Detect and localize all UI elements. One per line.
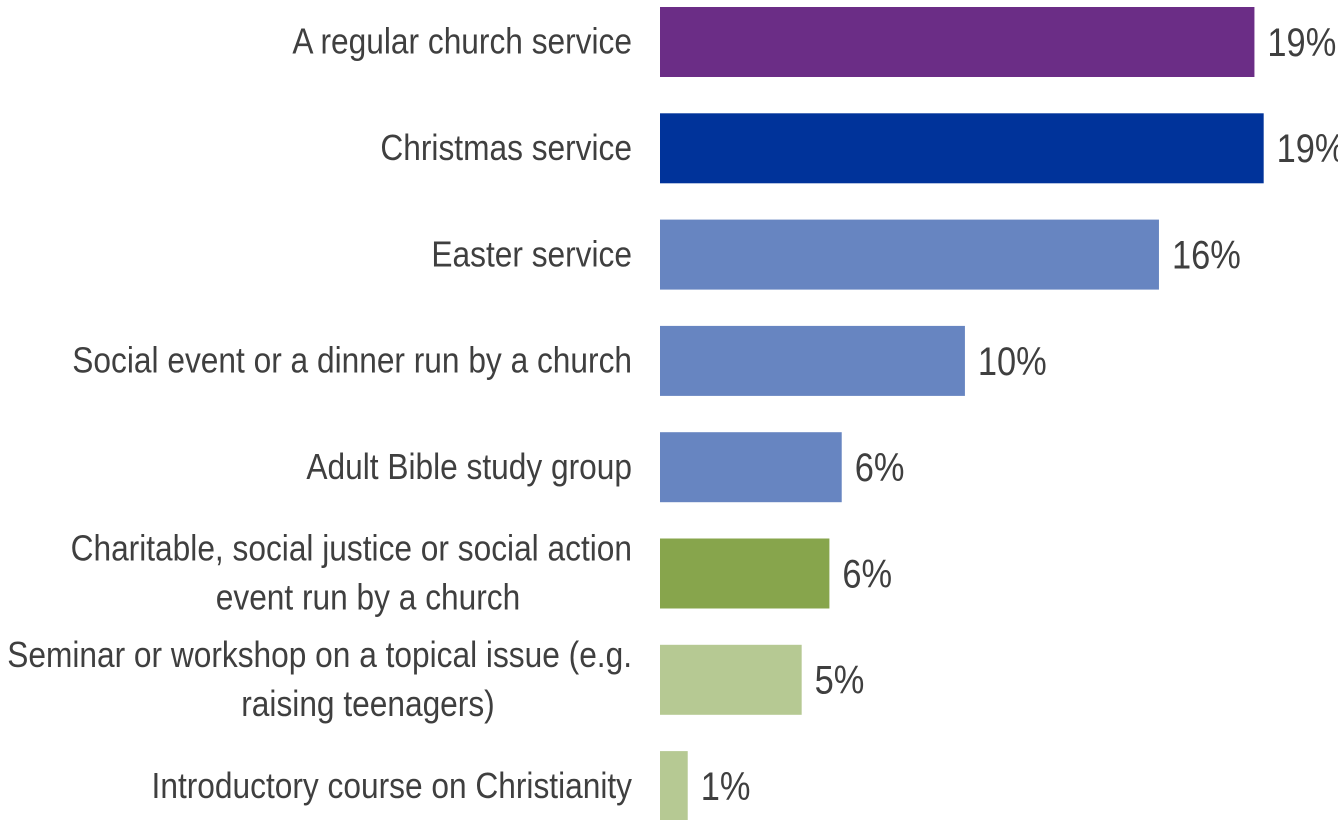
value-label-4: 10% bbox=[978, 338, 1047, 383]
category-label-1: A regular church service bbox=[292, 22, 632, 62]
category-label-3: Easter service bbox=[431, 234, 632, 274]
bar-7 bbox=[660, 644, 802, 715]
value-label-7: 5% bbox=[815, 657, 865, 702]
bar-6 bbox=[660, 538, 830, 609]
category-label-line: Charitable, social justice or social act… bbox=[71, 529, 632, 569]
category-label-2: Christmas service bbox=[380, 128, 632, 168]
category-label-4: Social event or a dinner run by a church bbox=[72, 341, 632, 381]
category-label-8: Introductory course on Christianity bbox=[152, 766, 632, 806]
value-label-2: 19% bbox=[1277, 126, 1338, 171]
category-label-line: event run by a church bbox=[216, 578, 520, 618]
category-label-line: raising teenagers) bbox=[241, 684, 494, 724]
value-label-6: 6% bbox=[842, 551, 892, 596]
category-label-line: Christmas service bbox=[380, 128, 632, 168]
category-label-line: Adult Bible study group bbox=[306, 447, 632, 487]
category-label-line: Easter service bbox=[431, 234, 632, 274]
category-label-line: Seminar or workshop on a topical issue (… bbox=[7, 635, 632, 675]
category-label-line: Introductory course on Christianity bbox=[152, 766, 632, 806]
bar-3 bbox=[660, 219, 1159, 290]
bar-2 bbox=[660, 113, 1264, 184]
category-label-line: A regular church service bbox=[292, 22, 632, 62]
category-label-line: Social event or a dinner run by a church bbox=[72, 341, 632, 381]
bar-1 bbox=[660, 7, 1255, 77]
value-label-8: 1% bbox=[701, 764, 751, 809]
category-label-6: Charitable, social justice or social act… bbox=[71, 529, 632, 618]
bar-5 bbox=[660, 432, 842, 503]
value-label-5: 6% bbox=[855, 445, 905, 490]
category-label-7: Seminar or workshop on a topical issue (… bbox=[7, 635, 632, 724]
bar-4 bbox=[660, 325, 965, 396]
bar-8 bbox=[660, 751, 688, 820]
category-label-5: Adult Bible study group bbox=[306, 447, 632, 487]
value-label-1: 19% bbox=[1267, 19, 1336, 64]
value-label-3: 16% bbox=[1172, 232, 1241, 277]
